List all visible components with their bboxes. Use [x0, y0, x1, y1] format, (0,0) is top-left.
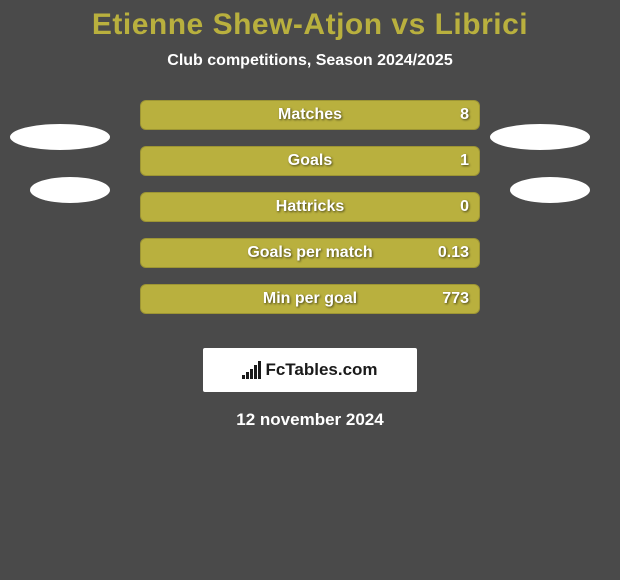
logo-bar-icon: [242, 375, 245, 379]
logo-inner: FcTables.com: [242, 360, 377, 380]
stat-label: Goals per match: [247, 244, 372, 262]
comparison-widget: Etienne Shew-Atjon vs Librici Club compe…: [0, 0, 620, 430]
stat-label: Goals: [288, 152, 332, 170]
logo-bar-icon: [258, 361, 261, 379]
decorative-ellipse: [10, 124, 110, 150]
subtitle: Club competitions, Season 2024/2025: [0, 52, 620, 70]
stat-label: Matches: [278, 106, 342, 124]
stat-label: Min per goal: [263, 290, 357, 308]
stat-value: 8: [460, 106, 469, 124]
stat-value: 773: [442, 290, 469, 308]
stat-row: Goals per match 0.13: [0, 238, 620, 284]
logo-bar-icon: [254, 365, 257, 379]
stat-value: 0.13: [438, 244, 469, 262]
logo-text: FcTables.com: [265, 360, 377, 380]
stat-bar: Matches 8: [140, 100, 480, 130]
stat-bar: Goals 1: [140, 146, 480, 176]
logo-bar-icon: [246, 372, 249, 379]
stat-row: Min per goal 773: [0, 284, 620, 330]
stat-value: 1: [460, 152, 469, 170]
decorative-ellipse: [490, 124, 590, 150]
decorative-ellipse: [30, 177, 110, 203]
stat-bar: Hattricks 0: [140, 192, 480, 222]
stat-value: 0: [460, 198, 469, 216]
logo-bars-icon: [242, 361, 261, 379]
fctables-logo[interactable]: FcTables.com: [203, 348, 417, 392]
stat-bar: Goals per match 0.13: [140, 238, 480, 268]
decorative-ellipse: [510, 177, 590, 203]
logo-bar-icon: [250, 369, 253, 379]
page-title: Etienne Shew-Atjon vs Librici: [0, 8, 620, 42]
stat-bar: Min per goal 773: [140, 284, 480, 314]
stat-label: Hattricks: [276, 198, 344, 216]
date-label: 12 november 2024: [0, 410, 620, 430]
